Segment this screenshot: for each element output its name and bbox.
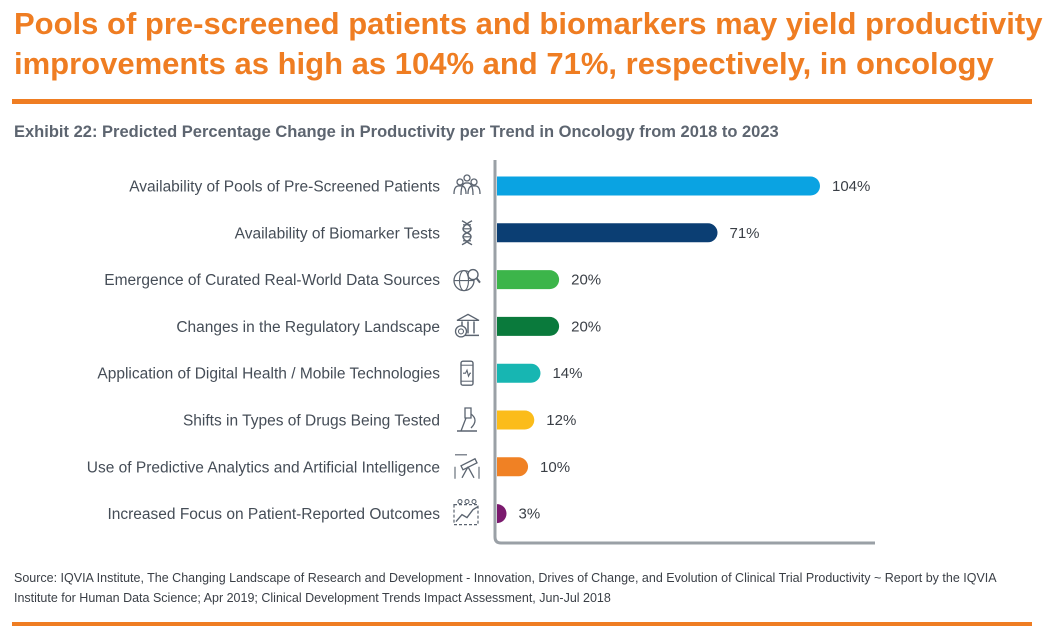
bar: [497, 457, 529, 477]
chart-axis: [493, 160, 875, 545]
chart-title: Exhibit 22: Predicted Percentage Change …: [14, 123, 779, 141]
value-label: 104%: [832, 178, 870, 195]
bar: [497, 363, 541, 383]
value-label: 10%: [540, 459, 570, 476]
bar-chart: Availability of Pools of Pre-Screened Pa…: [87, 160, 875, 545]
outcomes-chart-icon: [453, 499, 479, 526]
category-label: Increased Focus on Patient-Reported Outc…: [107, 506, 440, 523]
value-label: 14%: [552, 365, 582, 382]
category-label: Shifts in Types of Drugs Being Tested: [183, 413, 440, 430]
value-label: 3%: [519, 506, 541, 523]
category-label: Application of Digital Health / Mobile T…: [97, 366, 440, 383]
dna-icon: [461, 220, 473, 246]
category-label: Use of Predictive Analytics and Artifici…: [87, 459, 440, 476]
page-headline: Pools of pre-screened patients and bioma…: [14, 6, 1043, 81]
bar: [497, 176, 820, 196]
microscope-icon: [457, 407, 477, 432]
value-label: 20%: [571, 318, 601, 335]
bar: [497, 410, 535, 430]
value-label: 20%: [571, 272, 601, 289]
category-label: Emergence of Curated Real-World Data Sou…: [104, 272, 440, 289]
globe-search-icon: [453, 268, 481, 292]
value-label: 71%: [730, 225, 760, 242]
regulatory-building-icon: [454, 313, 480, 338]
category-label: Changes in the Regulatory Landscape: [176, 319, 440, 336]
telescope-icon: [454, 454, 480, 480]
category-label: Availability of Pools of Pre-Screened Pa…: [129, 179, 440, 196]
bar: [497, 316, 560, 336]
bottom-divider: [12, 622, 1032, 626]
bar: [497, 270, 560, 290]
value-label: 12%: [546, 412, 576, 429]
mobile-health-icon: [460, 360, 474, 386]
patients-icon: [453, 174, 481, 196]
top-divider: [12, 99, 1032, 104]
bar: [497, 223, 718, 243]
bar: [497, 504, 507, 524]
category-label: Availability of Biomarker Tests: [235, 225, 441, 242]
source-note: Source: IQVIA Institute, The Changing La…: [14, 571, 996, 605]
